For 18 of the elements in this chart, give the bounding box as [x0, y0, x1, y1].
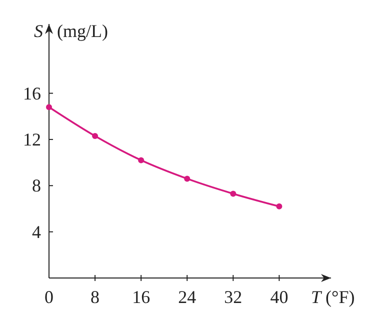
point — [184, 176, 190, 182]
point — [138, 157, 144, 164]
y-tick-label: 8 — [32, 176, 41, 196]
point — [230, 190, 236, 197]
x-tick-label: 8 — [90, 287, 100, 307]
y-tick-label: 4 — [32, 222, 41, 242]
y-tick-label: 12 — [23, 129, 41, 150]
x-tick-label: 40 — [270, 287, 288, 307]
x-tick-label: 32 — [224, 287, 242, 307]
x-tick-label: 0 — [44, 287, 54, 307]
point — [92, 132, 98, 139]
point — [276, 203, 282, 210]
y-tick-label: 16 — [23, 83, 41, 104]
point — [46, 104, 52, 110]
x-axis-title: T (°F) — [311, 287, 355, 307]
x-tick-label: 16 — [132, 287, 150, 307]
x-tick-label: 24 — [178, 287, 196, 307]
y-axis-title: S (mg/L) — [34, 21, 108, 41]
